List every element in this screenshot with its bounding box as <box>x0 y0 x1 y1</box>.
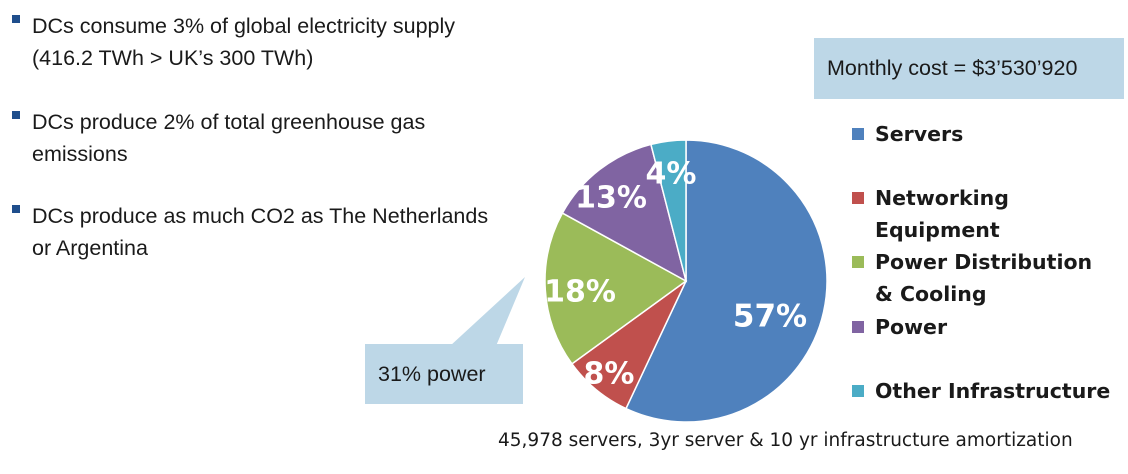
legend-label: Servers <box>875 122 964 146</box>
legend-swatch <box>852 192 864 204</box>
footnote: 45,978 servers, 3yr server & 10 yr infra… <box>498 430 1073 451</box>
bullet-item: DCs consume 3% of global electricity sup… <box>12 10 455 74</box>
legend-item-servers: Servers <box>852 118 1120 150</box>
legend-label: Equipment <box>875 218 1000 242</box>
power-callout: 31% power <box>365 344 523 404</box>
bullet-line: emissions <box>32 142 128 166</box>
bullet-square-icon <box>12 15 20 23</box>
pie-data-label: 57% <box>733 299 807 335</box>
pie-data-label: 18% <box>544 275 616 310</box>
bullet-line: (416.2 TWh > UK’s 300 TWh) <box>32 46 314 70</box>
bullet-item: DCs produce as much CO2 as The Netherlan… <box>12 200 488 264</box>
legend-label: & Cooling <box>875 282 987 306</box>
bullet-line: or Argentina <box>32 236 148 260</box>
legend-item-other-infrastructure: Other Infrastructure <box>852 375 1120 407</box>
legend-label: Other Infrastructure <box>875 379 1111 403</box>
legend-swatch <box>852 128 864 140</box>
legend-item-power: Power <box>852 311 1120 343</box>
legend-item-power-distribution: Power Distribution & Cooling <box>852 246 1120 310</box>
bullet-square-icon <box>12 205 20 213</box>
monthly-cost-box: Monthly cost = $3’530’920 <box>814 38 1124 99</box>
legend-swatch <box>852 321 864 333</box>
pie-data-label: 4% <box>646 157 697 192</box>
legend-label: Power Distribution <box>875 250 1093 274</box>
pie-data-label: 8% <box>584 357 635 392</box>
pie-slice-other-infrastructure <box>650 139 687 282</box>
bullet-line: DCs produce as much CO2 as The Netherlan… <box>32 204 489 228</box>
pie-slice-power <box>561 143 688 283</box>
legend-label: Power <box>875 315 948 339</box>
legend-swatch <box>852 256 864 268</box>
bullet-line: DCs consume 3% of global electricity sup… <box>32 14 456 38</box>
bullet-item: DCs produce 2% of total greenhouse gas e… <box>12 106 425 170</box>
bullet-square-icon <box>12 111 20 119</box>
legend-swatch <box>852 385 864 397</box>
legend-label: Networking <box>875 186 1009 210</box>
bullet-line: DCs produce 2% of total greenhouse gas <box>32 110 426 134</box>
pie-data-label: 13% <box>575 181 647 216</box>
legend-item-networking: Networking Equipment <box>852 182 1120 246</box>
pie-slice-power-distribution-cooling <box>544 212 688 365</box>
pie-slice-servers <box>624 139 828 423</box>
